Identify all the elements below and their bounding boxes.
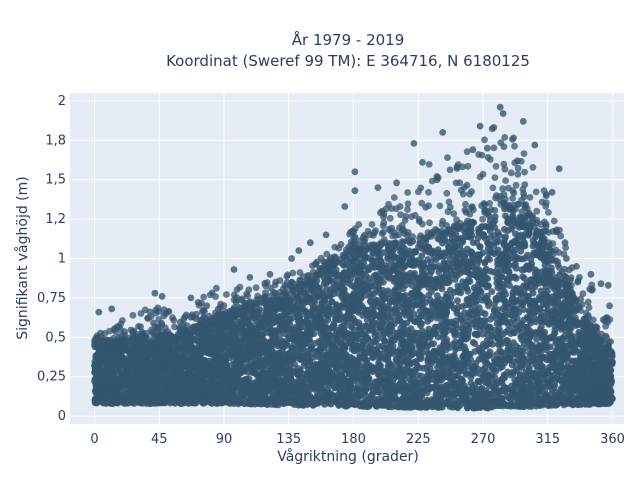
data-point — [525, 359, 533, 367]
data-point — [546, 355, 554, 362]
data-point — [491, 326, 499, 334]
chart-title-line-1: År 1979 - 2019 — [292, 30, 405, 49]
data-point — [434, 364, 441, 371]
data-point — [502, 233, 509, 241]
data-point — [474, 234, 482, 242]
data-point — [459, 324, 466, 332]
data-point — [506, 282, 513, 289]
data-point — [419, 270, 426, 278]
data-point — [329, 356, 336, 364]
data-point — [434, 333, 442, 341]
data-point — [430, 253, 438, 261]
data-point — [425, 291, 433, 299]
data-point — [417, 355, 425, 362]
data-point — [467, 379, 475, 387]
data-point — [509, 214, 517, 221]
data-points — [91, 103, 616, 412]
data-point — [476, 243, 484, 251]
data-point — [517, 288, 525, 296]
data-point — [488, 288, 496, 295]
data-point — [363, 316, 371, 324]
data-point — [300, 362, 308, 369]
chart-title-line-2: Koordinat (Sweref 99 TM): E 364716, N 61… — [166, 52, 530, 70]
data-point — [527, 255, 535, 263]
data-point — [452, 344, 460, 352]
data-point — [451, 372, 459, 380]
data-point — [504, 337, 511, 345]
data-point — [486, 315, 494, 323]
data-point — [491, 213, 499, 221]
data-point — [505, 218, 512, 225]
data-point — [426, 270, 434, 278]
data-point — [450, 320, 457, 327]
data-point — [533, 336, 540, 343]
data-point — [454, 297, 461, 305]
data-point — [470, 284, 478, 292]
